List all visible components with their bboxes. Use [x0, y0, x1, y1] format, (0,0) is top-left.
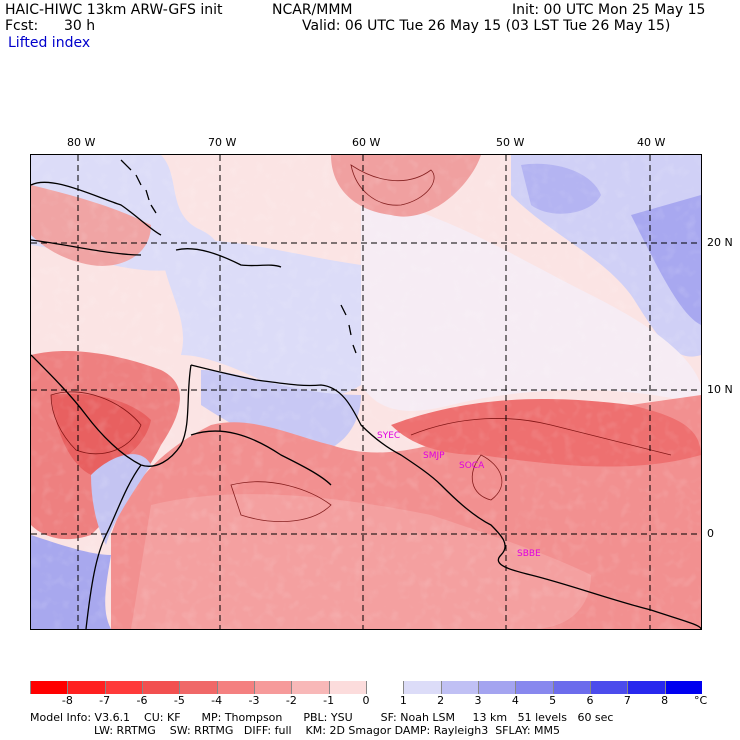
colorbar-tick-label: -8	[61, 694, 73, 707]
model-title: HAIC-HIWC 13km ARW-GFS init	[5, 2, 223, 18]
lon-label: 50 W	[496, 136, 525, 149]
lon-label: 60 W	[352, 136, 381, 149]
colorbar-tick-label: 0	[362, 694, 370, 707]
physics-info: LW: RRTMG SW: RRTMG DIFF: full KM: 2D Sm…	[94, 724, 560, 737]
colorbar-tick-label: -7	[99, 694, 111, 707]
colorbar-tick-label: 4	[511, 694, 519, 707]
coastlines	[30, 159, 702, 630]
contours	[50, 164, 672, 522]
lat-label: 0	[707, 527, 714, 540]
lifted-index-map	[30, 154, 702, 630]
colorbar-swatch	[515, 681, 554, 694]
colorbar-tick-label: 6	[586, 694, 594, 707]
colorbar-tick-label: 8	[661, 694, 669, 707]
colorbar-swatch	[30, 681, 68, 694]
colorbar-swatch	[664, 681, 703, 694]
colorbar-swatch	[179, 681, 218, 694]
lat-label: 10 N	[707, 383, 733, 396]
colorbar	[30, 681, 703, 694]
lon-label: 70 W	[208, 136, 237, 149]
colorbar-swatch	[254, 681, 292, 694]
colorbar-swatch	[328, 681, 367, 694]
colorbar-swatch	[216, 681, 255, 694]
lon-label: 80 W	[67, 136, 96, 149]
colorbar-swatch	[366, 681, 404, 694]
model-info: Model Info: V3.6.1 CU: KF MP: Thompson P…	[30, 711, 614, 724]
lon-label: 40 W	[637, 136, 666, 149]
field-texture	[31, 155, 701, 629]
colorbar-tick-label: 3	[474, 694, 482, 707]
colorbar-tick-label: -2	[285, 694, 297, 707]
colorbar-swatch	[291, 681, 330, 694]
colorbar-swatch	[142, 681, 180, 694]
colorbar-swatch	[478, 681, 516, 694]
colorbar-tick-label: -1	[323, 694, 335, 707]
colorbar-tick-label: 5	[549, 694, 557, 707]
forecast-hour: 30 h	[64, 18, 96, 34]
field-name: Lifted index	[8, 35, 91, 51]
colorbar-tick-label: 1	[399, 694, 407, 707]
station-label: SBBE	[517, 549, 541, 559]
colorbar-tick-label: -3	[248, 694, 260, 707]
colorbar-swatch	[104, 681, 143, 694]
colorbar-swatch	[67, 681, 106, 694]
colorbar-swatch	[627, 681, 666, 694]
colorbar-swatch	[552, 681, 591, 694]
map-canvas	[30, 155, 702, 630]
organization: NCAR/MMM	[272, 2, 353, 18]
init-time: Init: 00 UTC Mon 25 May 15	[512, 2, 706, 18]
lat-lon-grid	[31, 155, 701, 629]
colorbar-tick-label: -5	[173, 694, 185, 707]
station-label: SMJP	[423, 451, 445, 461]
colorbar-unit: °C	[694, 694, 708, 707]
colorbar-tick-label: -6	[136, 694, 148, 707]
colorbar-swatch	[440, 681, 479, 694]
colorbar-tick-label: -4	[211, 694, 223, 707]
colorbar-swatch	[403, 681, 442, 694]
colorbar-swatch	[590, 681, 628, 694]
valid-time: Valid: 06 UTC Tue 26 May 15 (03 LST Tue …	[302, 18, 671, 34]
station-label: SYEC	[377, 431, 401, 441]
colorbar-tick-label: 7	[623, 694, 631, 707]
station-label: SOCA	[459, 461, 485, 471]
colorbar-tick-label: 2	[437, 694, 445, 707]
lat-label: 20 N	[707, 236, 733, 249]
forecast-label: Fcst:	[5, 18, 39, 34]
